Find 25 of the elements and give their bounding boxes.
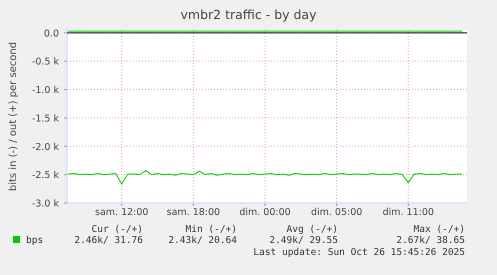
- y-tick-label: -3.0 k: [32, 198, 60, 210]
- text: Cur (-/+): [92, 224, 143, 235]
- text: 2.46k/ 31.76: [74, 235, 144, 246]
- text: 2.49k/ 29.55: [269, 235, 338, 246]
- x-tick-label: dim. 05:00: [310, 207, 362, 218]
- y-tick-label: -0.5 k: [32, 56, 60, 68]
- legend-label: bps: [26, 235, 44, 246]
- text: Last update: Sun Oct 26 15:45:26 2025: [253, 247, 465, 258]
- y-tick-label: -2.0 k: [32, 142, 60, 153]
- x-tick-label: dim. 11:00: [382, 207, 434, 218]
- y-tick-label: -2.5 k: [32, 170, 60, 182]
- x-tick-label: dim. 00:00: [239, 207, 291, 218]
- line-series: [68, 170, 462, 185]
- text: Min (-/+): [186, 224, 237, 235]
- text: 2.43k/ 20.64: [168, 235, 238, 246]
- y-axis-title: bits in (-) / out (+) per second: [8, 42, 19, 192]
- y-tick-label: 0.0: [44, 28, 59, 40]
- chart-title: vmbr2 traffic - by day: [180, 7, 318, 22]
- x-tick-label: sam. 18:00: [166, 207, 220, 218]
- text: Avg (-/+): [286, 224, 338, 235]
- text: Max (-/+): [414, 224, 465, 235]
- text: 2.67k/ 38.65: [396, 235, 465, 246]
- y-tick-label: -1.5 k: [32, 113, 60, 124]
- y-tick-label: -1.0 k: [32, 85, 60, 96]
- x-tick-label: sam. 12:00: [95, 207, 148, 218]
